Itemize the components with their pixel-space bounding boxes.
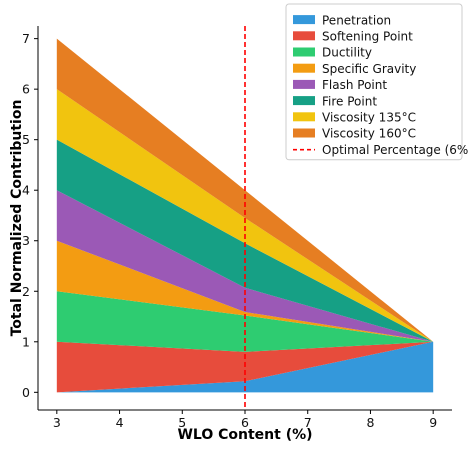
y-tick-label: 5 <box>22 132 30 147</box>
legend-swatch <box>293 31 315 41</box>
legend-label: Flash Point <box>322 78 387 92</box>
area-series-2 <box>56 291 434 352</box>
legend-label: Softening Point <box>322 30 413 44</box>
y-tick-label: 3 <box>22 233 30 248</box>
legend-swatch <box>293 15 315 25</box>
x-axis-ticks: 3 4 5 6 7 8 9 <box>53 410 437 430</box>
y-tick-label: 0 <box>22 385 30 400</box>
y-axis-ticks: 0 1 2 3 4 5 6 7 <box>22 31 38 400</box>
x-tick-label: 8 <box>366 415 374 430</box>
legend: Penetration Softening Point Ductility Speci… <box>285 3 468 161</box>
y-axis-label: Total Normalized Contribution <box>9 100 25 337</box>
x-tick-label: 7 <box>304 415 312 430</box>
x-axis-label: WLO Content (%) <box>177 427 312 443</box>
area-series-1 <box>56 341 434 393</box>
legend-label: Viscosity 160°C <box>322 127 416 141</box>
legend-label: Optimal Percentage (6%) <box>322 143 468 157</box>
x-tick-label: 9 <box>429 415 437 430</box>
legend-label: Ductility <box>322 46 372 60</box>
y-tick-label: 1 <box>22 334 30 349</box>
legend-box <box>285 3 463 161</box>
x-tick-label: 5 <box>178 415 186 430</box>
legend-label: Specific Gravity <box>322 62 416 76</box>
y-tick-label: 6 <box>22 82 30 97</box>
legend-label: Viscosity 135°C <box>322 111 416 125</box>
legend-swatch <box>293 79 315 89</box>
legend-swatch <box>293 128 315 138</box>
legend-swatch <box>293 96 315 106</box>
y-tick-label: 7 <box>22 31 30 46</box>
x-tick-label: 6 <box>241 415 249 430</box>
area-series-3 <box>56 240 434 342</box>
x-tick-label: 3 <box>53 415 61 430</box>
x-tick-label: 4 <box>116 415 124 430</box>
y-tick-label: 4 <box>22 183 30 198</box>
y-tick-label: 2 <box>22 284 30 299</box>
legend-swatch <box>293 112 315 122</box>
legend-label: Penetration <box>322 13 391 27</box>
area-series-0 <box>56 341 434 393</box>
legend-label: Fire Point <box>322 94 377 108</box>
legend-swatch <box>293 63 315 73</box>
area-series-4 <box>56 190 434 342</box>
legend-swatch <box>293 47 315 57</box>
